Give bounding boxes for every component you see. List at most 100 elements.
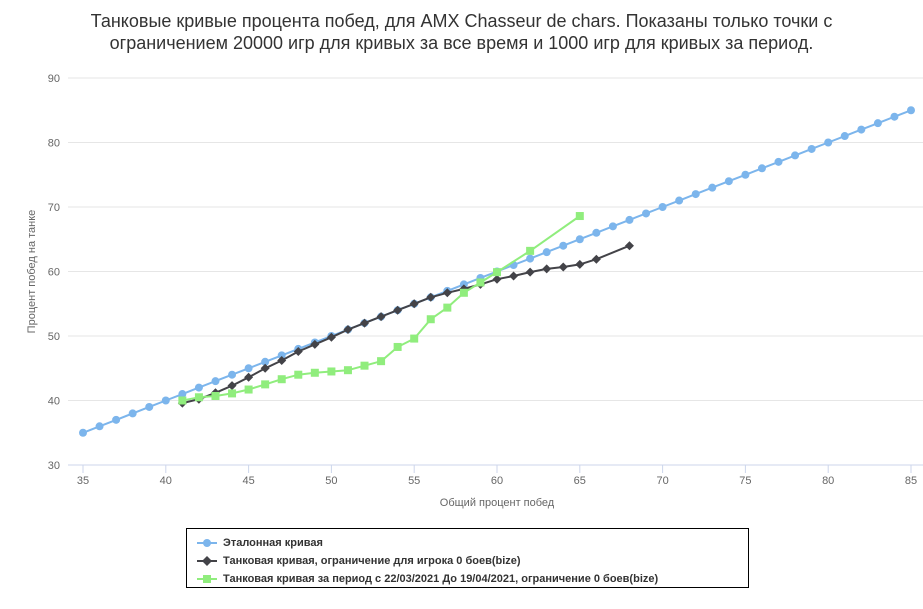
x-tick-label: 65 — [574, 475, 586, 487]
data-point — [326, 332, 336, 342]
data-point — [211, 391, 220, 400]
data-point — [228, 389, 237, 398]
data-point — [591, 254, 601, 264]
y-tick-label: 80 — [48, 138, 60, 150]
data-point — [409, 299, 419, 309]
data-point — [575, 259, 585, 269]
data-point — [691, 190, 700, 199]
data-point — [426, 315, 435, 324]
data-point — [492, 274, 502, 284]
data-point — [128, 409, 137, 418]
data-point — [592, 228, 601, 237]
diamond-marker-icon — [197, 556, 217, 566]
data-point — [277, 375, 286, 384]
data-point — [294, 370, 303, 379]
legend-item-reference[interactable]: Эталонная кривая — [197, 534, 748, 552]
data-point — [493, 268, 501, 277]
data-point — [526, 246, 535, 255]
y-tick-label: 60 — [48, 267, 60, 279]
data-point — [393, 305, 403, 315]
data-point — [244, 364, 253, 373]
square-marker-icon — [197, 575, 217, 583]
data-point — [608, 222, 617, 231]
data-point — [526, 254, 535, 263]
y-tick-label: 40 — [48, 396, 60, 408]
series-line — [182, 215, 581, 402]
x-tick-label: 35 — [77, 475, 89, 487]
data-point — [211, 377, 220, 386]
legend-item-tank-curve[interactable]: Танковая кривая, ограничение для игрока … — [197, 552, 748, 570]
legend-item-period-curve[interactable]: Танковая кривая за период с 22/03/2021 Д… — [197, 570, 748, 588]
x-axis-title: Общий процент побед — [440, 497, 555, 509]
circle-marker-icon — [197, 539, 217, 547]
data-point — [178, 396, 187, 405]
x-tick-label: 85 — [905, 475, 917, 487]
data-point — [840, 132, 849, 141]
data-point — [459, 280, 468, 289]
data-point — [542, 248, 551, 257]
data-point — [79, 428, 87, 437]
data-point — [708, 183, 717, 192]
data-point — [112, 415, 121, 424]
data-point — [393, 342, 402, 351]
data-point — [443, 303, 452, 312]
x-tick-label: 80 — [822, 475, 834, 487]
data-point — [178, 390, 187, 399]
x-tick-label: 75 — [739, 475, 751, 487]
data-point — [724, 177, 733, 186]
legend-label: Эталонная кривая — [223, 537, 323, 549]
data-point — [442, 288, 452, 298]
data-point — [360, 361, 369, 370]
data-point — [261, 380, 270, 389]
data-point — [277, 351, 286, 360]
data-point — [161, 396, 170, 405]
data-point — [890, 112, 899, 121]
data-point — [476, 278, 485, 287]
x-tick-label: 45 — [242, 475, 254, 487]
y-tick-label: 70 — [48, 202, 60, 214]
data-point — [410, 334, 419, 343]
data-point — [228, 370, 237, 379]
data-point — [757, 164, 766, 173]
x-tick-label: 70 — [656, 475, 668, 487]
data-point — [542, 264, 552, 274]
data-point — [194, 383, 203, 392]
legend-label: Танковая кривая за период с 22/03/2021 Д… — [223, 573, 659, 585]
data-point — [260, 363, 270, 373]
x-tick-label: 50 — [325, 475, 337, 487]
data-point — [95, 422, 104, 431]
data-point — [873, 119, 882, 128]
data-point — [791, 151, 800, 160]
data-point — [194, 393, 203, 402]
data-point — [824, 138, 833, 147]
data-point — [360, 318, 370, 328]
data-point — [857, 125, 866, 134]
data-point — [426, 292, 436, 302]
data-point — [277, 356, 287, 366]
data-point — [559, 241, 568, 250]
data-point — [145, 402, 154, 411]
x-tick-label: 40 — [160, 475, 172, 487]
data-point — [907, 106, 915, 115]
y-tick-label: 90 — [48, 73, 60, 85]
data-point — [377, 357, 386, 366]
data-point — [310, 339, 320, 349]
data-point — [327, 367, 336, 376]
data-point — [675, 196, 684, 205]
data-point — [625, 215, 634, 224]
data-point — [774, 157, 783, 166]
data-point — [244, 385, 253, 394]
data-point — [807, 144, 816, 153]
data-point — [509, 271, 519, 281]
data-point — [658, 203, 667, 211]
data-point — [343, 366, 352, 375]
data-point — [459, 288, 468, 297]
y-tick-label: 50 — [48, 331, 60, 343]
data-point — [343, 325, 353, 335]
legend-label: Танковая кривая, ограничение для игрока … — [223, 555, 521, 567]
x-tick-label: 60 — [491, 475, 503, 487]
y-axis-title: Процент побед на танке — [26, 210, 38, 334]
data-point — [261, 357, 270, 366]
data-point — [227, 381, 237, 391]
